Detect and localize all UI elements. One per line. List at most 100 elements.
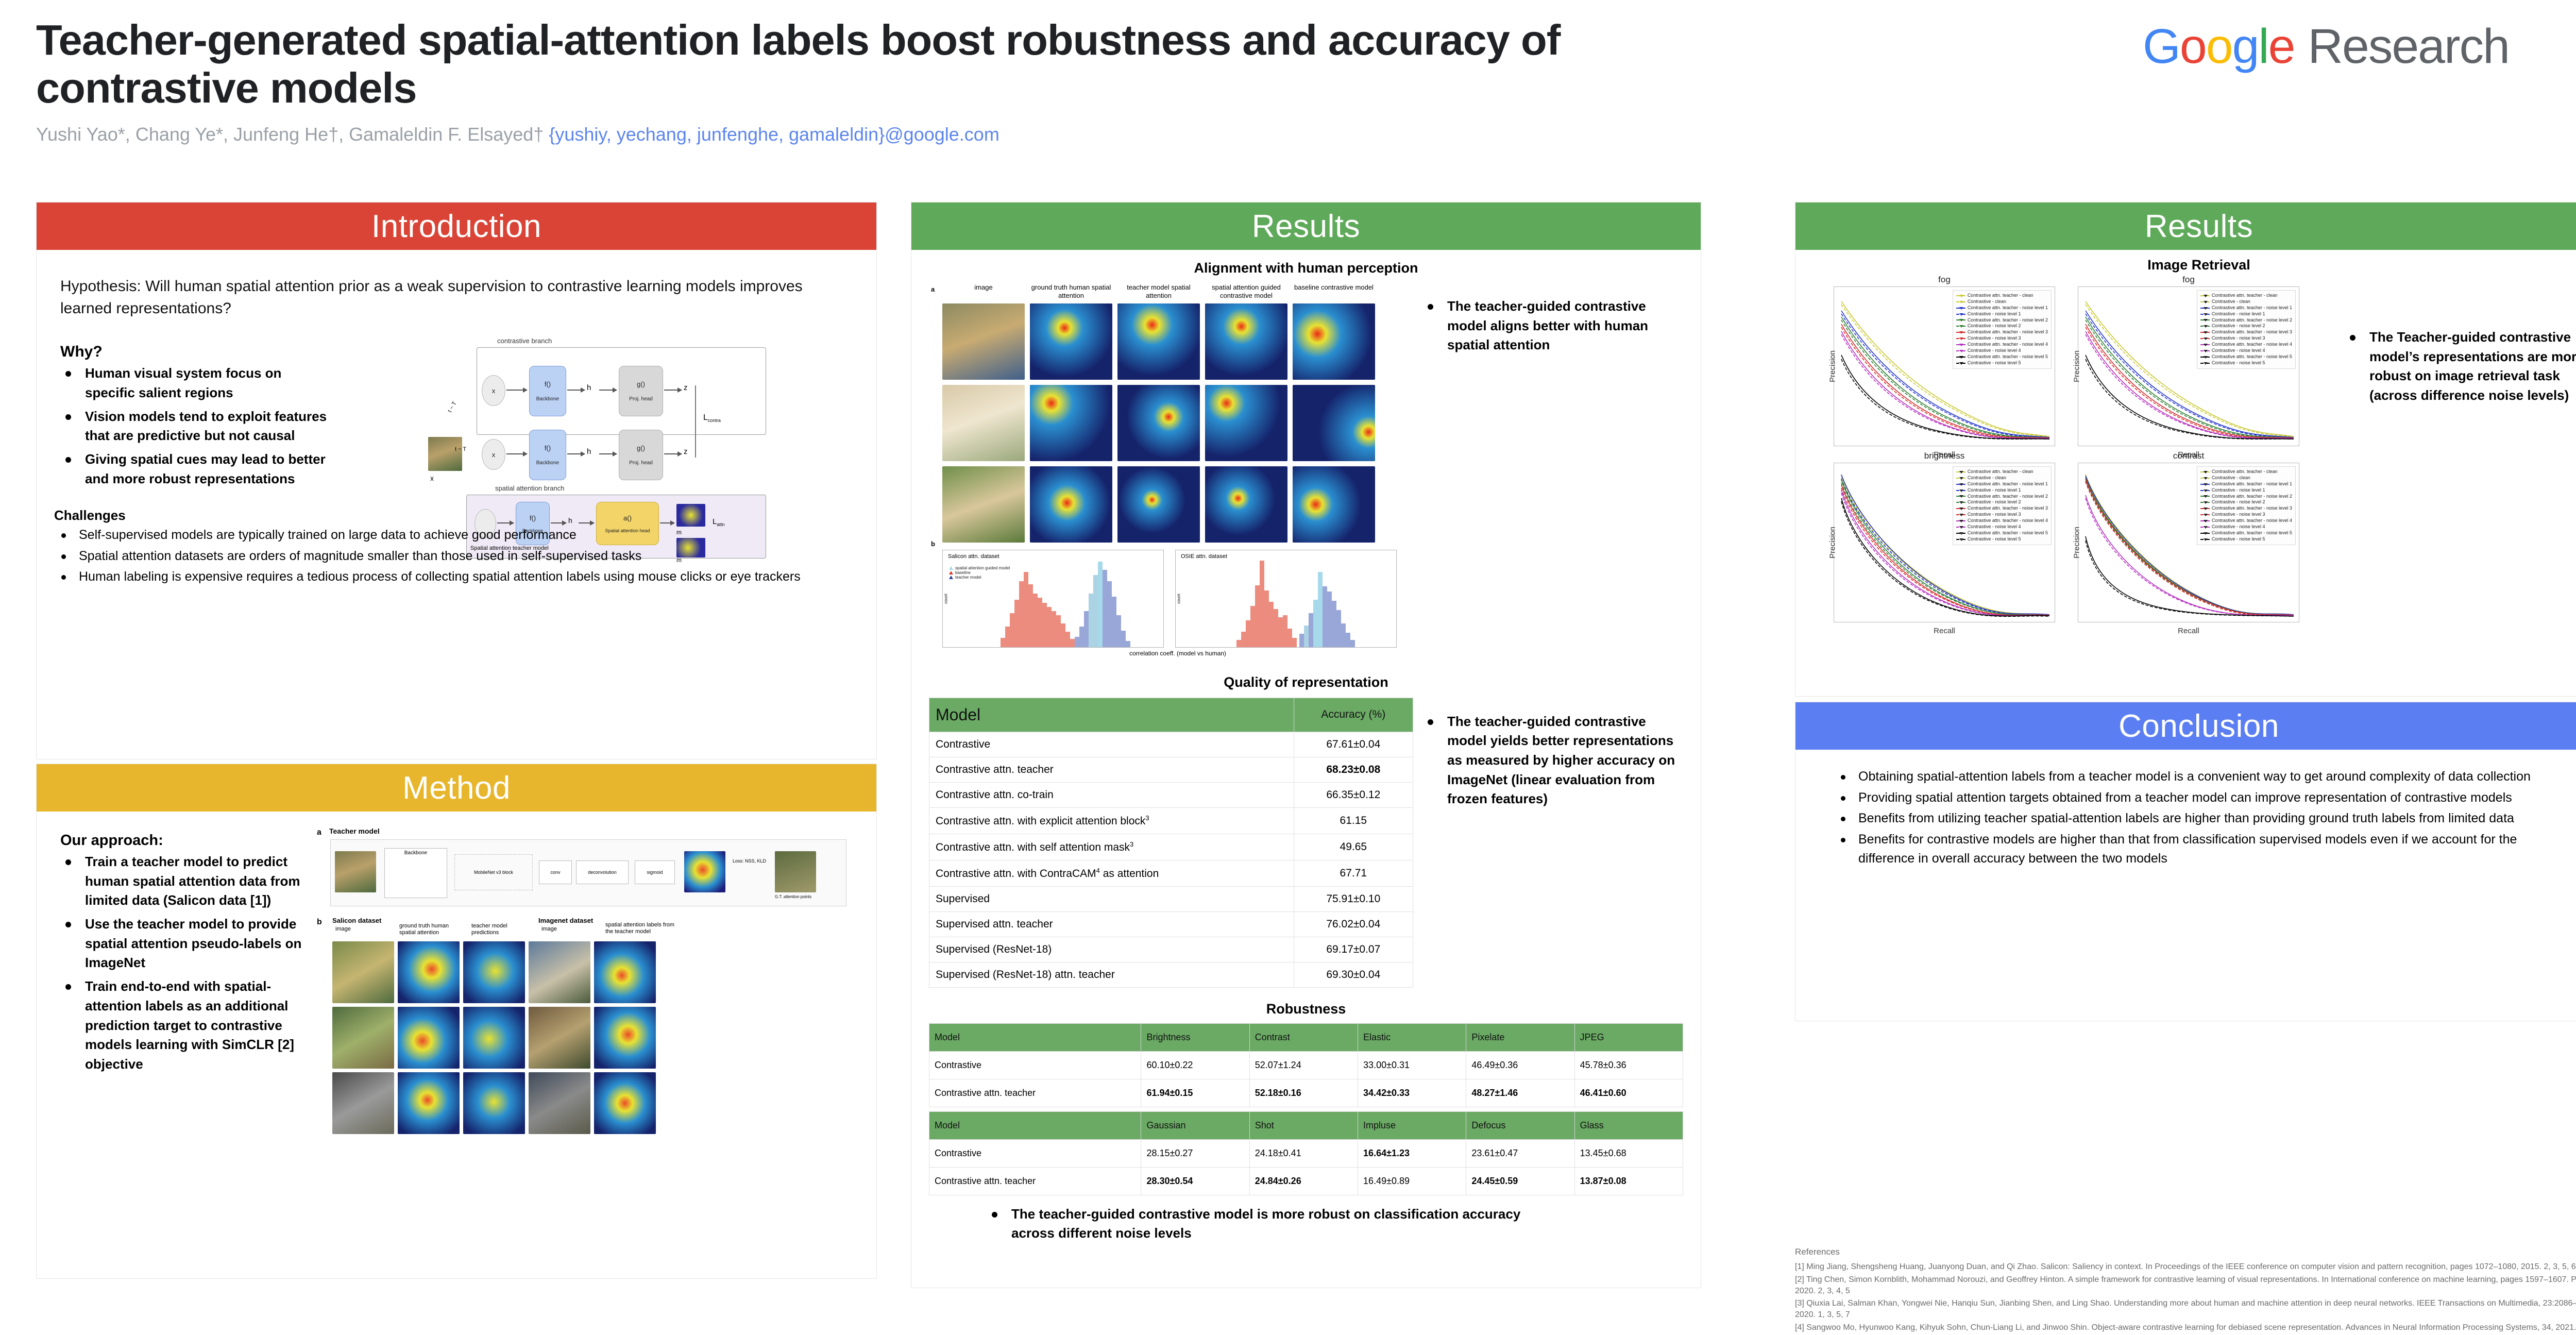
results-header-mid: Results xyxy=(911,202,1701,250)
quality-callout: The teacher-guided contrastive model yie… xyxy=(1416,712,1683,809)
diagram-loss-attn: Lattn xyxy=(713,517,725,528)
method-block-sigmoid: sigmoid xyxy=(635,860,675,884)
cell-value: 52.18±0.16 xyxy=(1249,1078,1359,1107)
salicon-histogram-ylabel: count xyxy=(943,593,948,604)
diagram-node-g2: g() Proj. head xyxy=(619,430,663,481)
list-item: The teacher-guided contrastive model is … xyxy=(980,1205,1547,1243)
list-item: Human visual system focus on specific sa… xyxy=(54,364,332,402)
diagram-node-f2: f() Backbone xyxy=(529,430,566,481)
list-item: Self-supervised models are typically tra… xyxy=(54,526,853,545)
osie-histogram-title: OSIE attn. dataset xyxy=(1181,553,1227,560)
col-header-impluse: Impluse xyxy=(1358,1111,1467,1140)
method-block-backbone: Backbone xyxy=(384,848,447,898)
cell-value: 46.49±0.36 xyxy=(1466,1051,1575,1079)
cell-model: Contrastive attn. teacher xyxy=(928,1167,1142,1195)
cell-accuracy: 76.02±0.04 xyxy=(1293,911,1414,937)
logo-letter-g2: g xyxy=(2232,19,2260,74)
diagram-input-x: x xyxy=(430,474,434,483)
chart-curves xyxy=(1841,474,2050,617)
logo-letter-g1: G xyxy=(2143,19,2181,74)
list-item: Spatial attention datasets are orders of… xyxy=(54,547,853,566)
salicon-histogram-title: Salicon attn. dataset xyxy=(948,553,999,560)
method-figure-col1: image xyxy=(335,926,351,932)
reference-item: [2] Ting Chen, Simon Kornblith, Mohammad… xyxy=(1795,1275,2576,1295)
chart-legend: Contrastive attn. teacher - clean Contra… xyxy=(2196,466,2296,545)
challenges-list: Self-supervised models are typically tra… xyxy=(54,526,853,587)
method-figure: a Teacher model Backbone MobileNet v3 bl… xyxy=(317,825,859,1270)
col-header-model: Model xyxy=(928,1023,1142,1052)
cell-value: 13.87±0.08 xyxy=(1574,1167,1684,1195)
diagram-transform-top: t ~ T xyxy=(447,400,458,414)
table-row: Supervised attn. teacher 76.02±0.04 xyxy=(929,911,1414,937)
list-item: Use the teacher model to provide spatial… xyxy=(54,915,312,973)
reference-item: [1] Ming Jiang, Shengsheng Huang, Juanyo… xyxy=(1795,1262,2576,1271)
col-header-model: Model xyxy=(928,1111,1142,1140)
cell-model: Supervised attn. teacher xyxy=(929,911,1294,937)
conclusion-header: Conclusion xyxy=(1795,702,2576,750)
logo-letter-o2: o xyxy=(2206,19,2233,74)
cell-model: Contrastive attn. with explicit attentio… xyxy=(929,807,1294,834)
method-block-mobilenet: MobileNet v3 block xyxy=(454,854,533,890)
chart-title: brightness xyxy=(1924,451,1965,461)
diagram-loss-contra: Lcontra xyxy=(703,413,721,424)
cell-accuracy: 66.35±0.12 xyxy=(1293,782,1414,808)
list-item: Giving spatial cues may lead to better a… xyxy=(54,450,332,488)
author-emails: {yushiy, yechang, junfenghe, gamaleldin}… xyxy=(549,123,999,145)
architecture-diagram: contrastive branch x f() Backbone h xyxy=(327,336,842,564)
cell-value: 13.45±0.68 xyxy=(1574,1139,1684,1168)
cell-value: 24.84±0.26 xyxy=(1249,1167,1359,1195)
cell-value: 46.41±0.60 xyxy=(1574,1078,1684,1107)
diagram-input-image xyxy=(428,437,462,471)
table-row: Contrastive 60.10±0.22 52.07±1.24 33.00±… xyxy=(928,1051,1684,1079)
method-figure-panel-b-title-left: Salicon dataset xyxy=(332,917,382,924)
alignment-callout: The teacher-guided contrastive model ali… xyxy=(1416,297,1683,355)
left-column: Introduction Hypothesis: Will human spat… xyxy=(36,202,877,1279)
chart-xlabel: Recall xyxy=(2178,450,2199,459)
method-figure-panel-a-title: Teacher model xyxy=(329,827,380,835)
cell-value: 28.15±0.27 xyxy=(1141,1139,1250,1168)
right-column: Results Image Retrieval fog Precision Re… xyxy=(1795,202,2576,1244)
cell-accuracy: 75.91±0.10 xyxy=(1293,886,1414,912)
why-list: Human visual system focus on specific sa… xyxy=(54,364,332,488)
col-header-glass: Glass xyxy=(1574,1111,1684,1140)
chart-brightness: brightness Precision Recall xyxy=(1828,451,2055,635)
cell-value: 16.49±0.89 xyxy=(1358,1167,1467,1195)
logo-letter-o1: o xyxy=(2179,19,2207,74)
introduction-panel: Introduction Hypothesis: Will human spat… xyxy=(36,202,877,759)
chart-title: fog xyxy=(1938,275,1951,284)
diagram-node-m1: m xyxy=(676,529,682,536)
method-block-deconv: deconvolution xyxy=(576,860,629,884)
diagram-label-attention-branch: spatial attention branch xyxy=(495,484,565,493)
chart-fog-1: fog Precision Recall xyxy=(1828,275,2055,459)
diagram-label-contrastive-branch: contrastive branch xyxy=(497,337,552,345)
diagram-node-x3 xyxy=(474,509,496,538)
method-figure-panel-a-label: a xyxy=(317,828,321,837)
cell-model: Supervised (ResNet-18) attn. teacher xyxy=(929,961,1294,988)
cell-value: 28.30±0.54 xyxy=(1141,1167,1250,1195)
retrieval-chart-grid: fog Precision Recall xyxy=(1813,275,2333,635)
diagram-node-z2: z xyxy=(684,447,688,457)
diagram-node-z1: z xyxy=(684,383,688,393)
diagram-node-a1: a() Spatial attention head xyxy=(596,502,659,546)
cell-accuracy: 69.30±0.04 xyxy=(1293,961,1414,988)
chart-curves xyxy=(2085,474,2294,617)
hypothesis-text: Hypothesis: Will human spatial attention… xyxy=(60,278,803,317)
col-header-jpeg: JPEG xyxy=(1574,1023,1684,1052)
alignment-col-header-image: image xyxy=(974,283,993,291)
diagram-node-g1: g() Proj. head xyxy=(619,366,663,417)
cell-value: 16.64±1.23 xyxy=(1358,1139,1467,1168)
alignment-heatmap-grid xyxy=(942,303,1413,543)
list-item: Train a teacher model to predict human s… xyxy=(54,852,312,910)
image-retrieval-section-title: Image Retrieval xyxy=(2147,257,2250,273)
quality-section-title: Quality of representation xyxy=(1224,674,1388,690)
chart-legend: Contrastive attn. teacher - clean Contra… xyxy=(2196,290,2296,369)
method-block-conv: conv xyxy=(539,860,572,884)
table-header-row: Model Accuracy (%) xyxy=(929,697,1414,732)
cell-accuracy: 68.23±0.08 xyxy=(1293,756,1414,783)
method-figure-tile-grid xyxy=(332,941,656,1134)
cell-model: Contrastive attn. with ContraCAM4 as att… xyxy=(929,859,1294,887)
method-loss-label: Loss: NSS, KLD xyxy=(733,858,767,864)
table-row: Contrastive attn. teacher 68.23±0.08 xyxy=(929,756,1414,783)
alignment-figure: a image ground truth human spatial atten… xyxy=(929,283,1413,657)
table-header-row: Model Gaussian Shot Impluse Defocus Glas… xyxy=(928,1111,1684,1140)
